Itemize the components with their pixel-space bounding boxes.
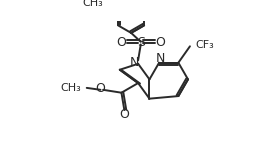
Text: CH₃: CH₃	[82, 0, 103, 8]
Text: S: S	[137, 36, 145, 49]
Text: O: O	[156, 36, 166, 49]
Text: CF₃: CF₃	[195, 40, 214, 50]
Text: O: O	[116, 36, 126, 49]
Text: O: O	[95, 82, 105, 95]
Text: N: N	[155, 52, 165, 65]
Text: N: N	[130, 56, 139, 69]
Text: CH₃: CH₃	[61, 83, 82, 93]
Text: O: O	[119, 108, 129, 121]
